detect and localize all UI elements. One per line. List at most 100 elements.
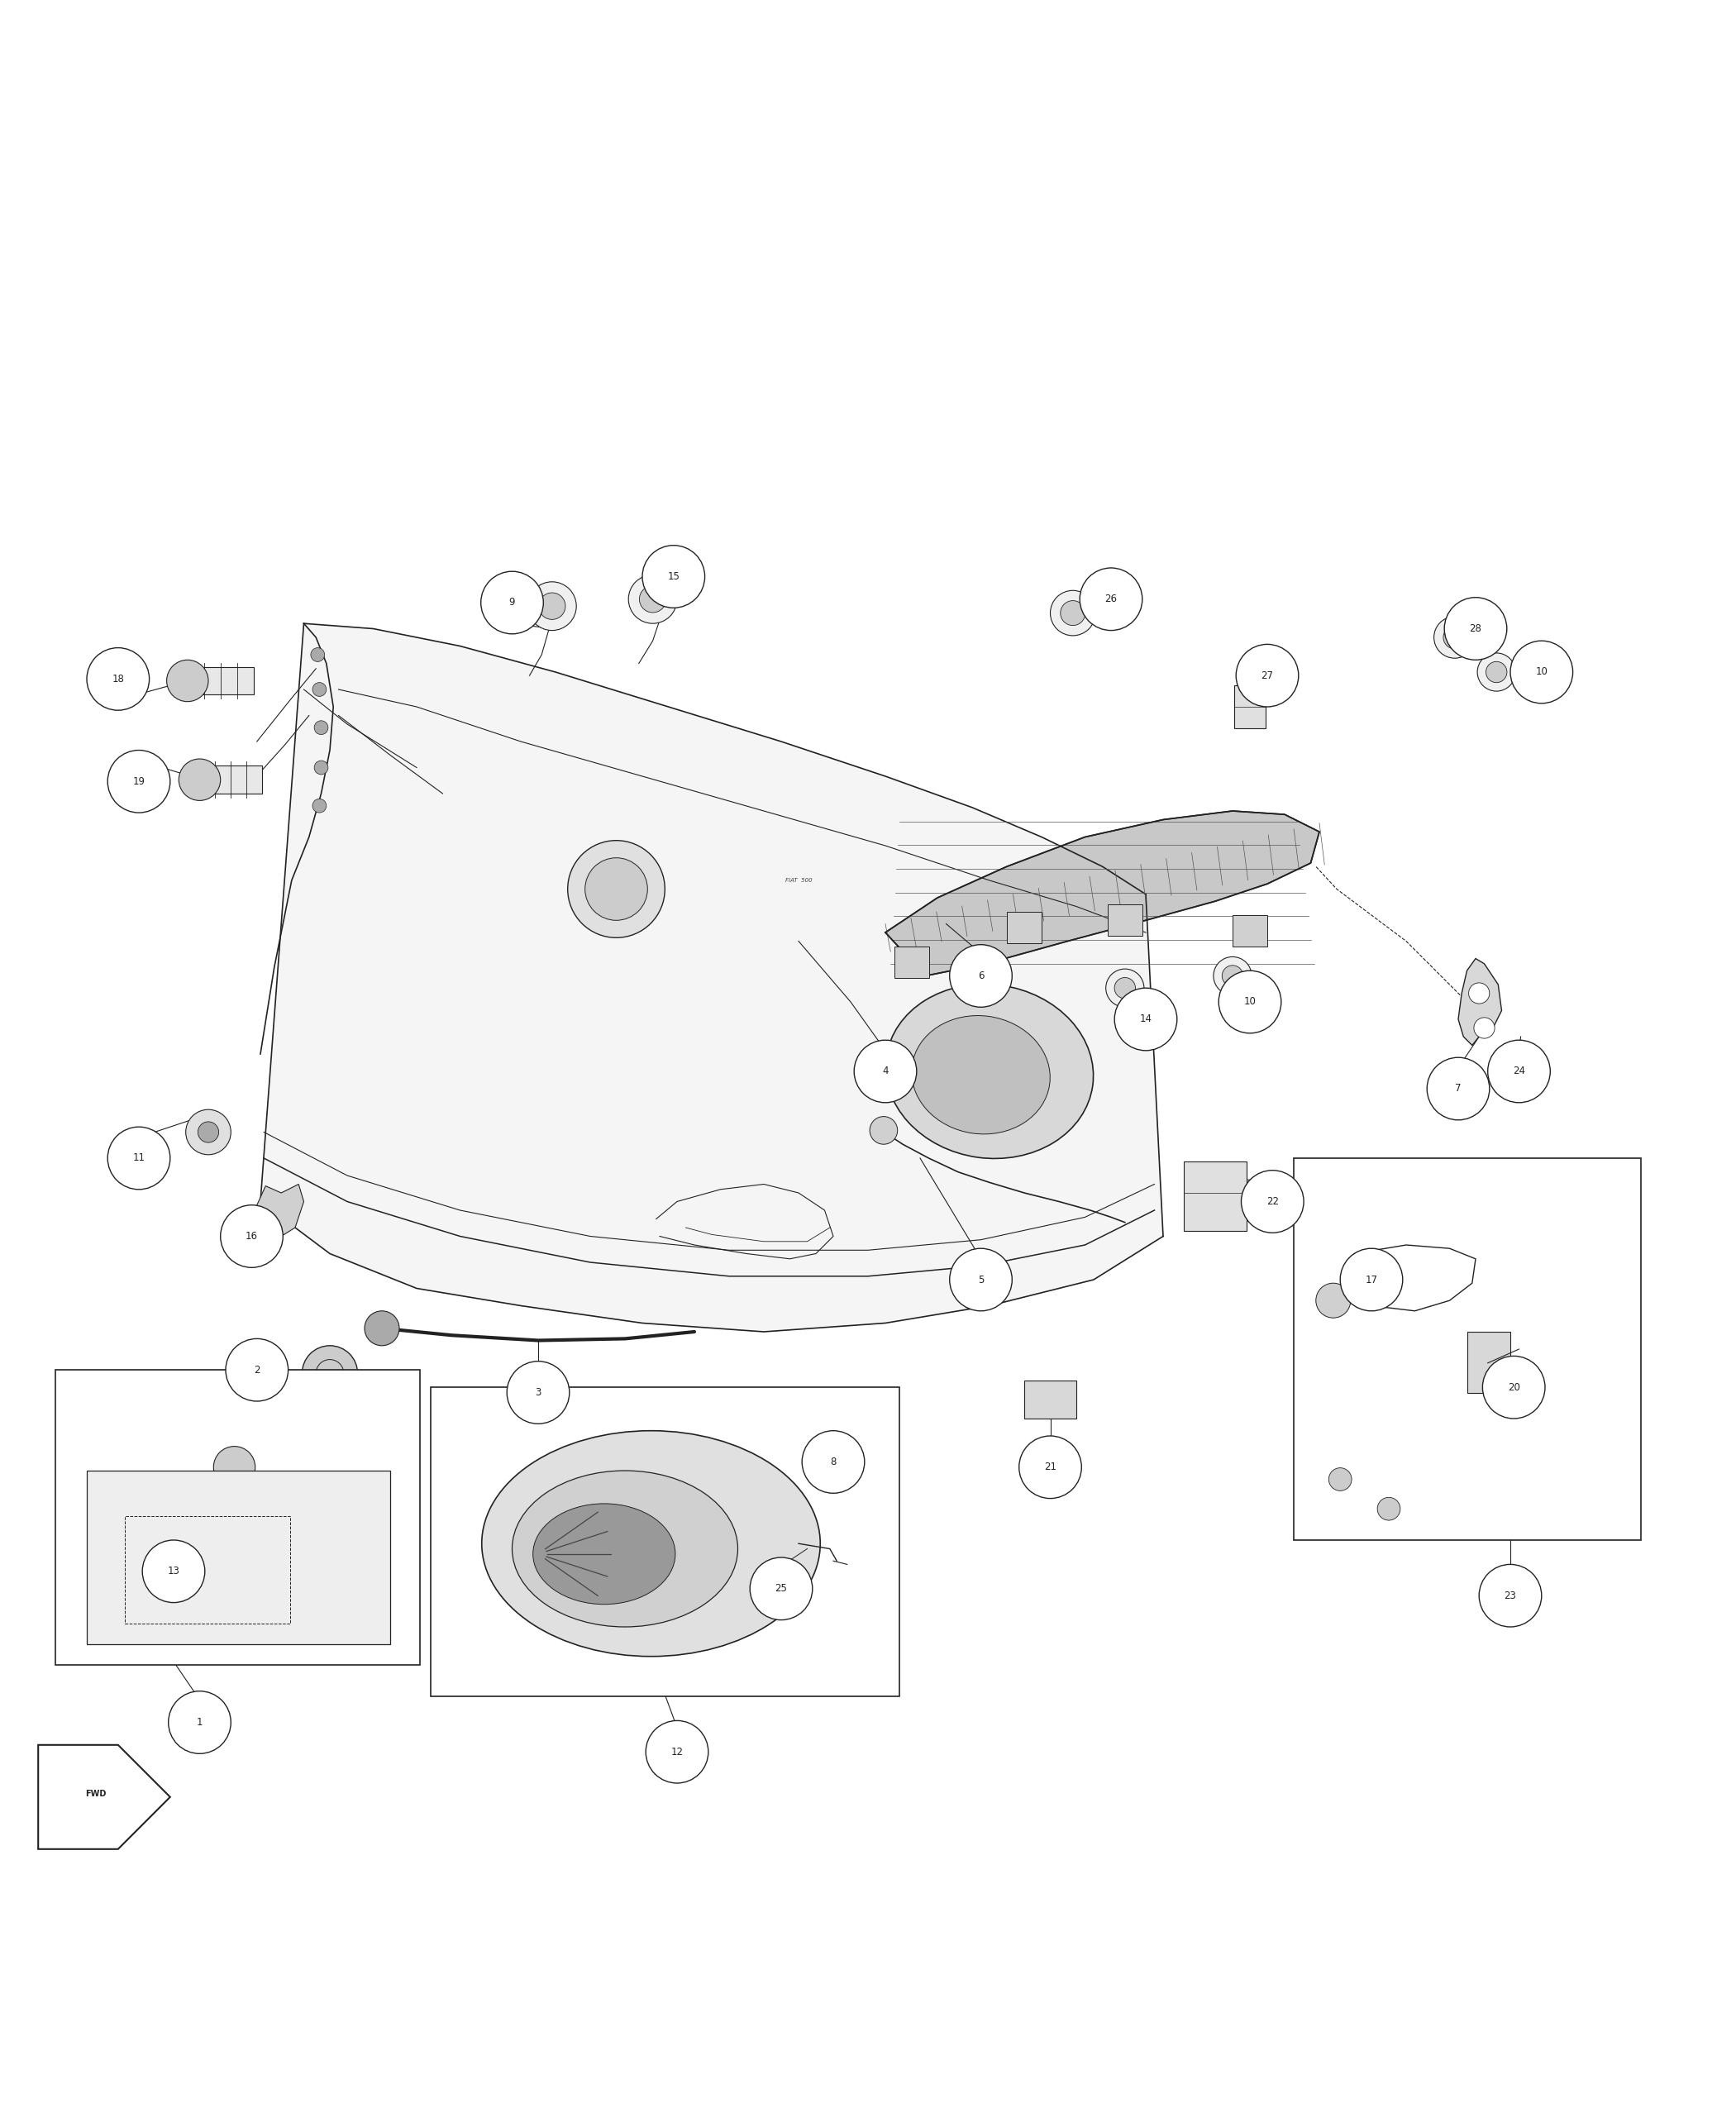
Bar — [1467, 1332, 1510, 1393]
Text: 4: 4 — [882, 1067, 889, 1077]
Circle shape — [950, 1248, 1012, 1311]
FancyBboxPatch shape — [431, 1387, 899, 1697]
Circle shape — [1115, 989, 1177, 1050]
Circle shape — [260, 1482, 278, 1501]
Bar — [894, 946, 929, 978]
Text: 9: 9 — [509, 597, 516, 607]
Circle shape — [302, 1345, 358, 1402]
Text: 20: 20 — [1507, 1383, 1521, 1393]
Circle shape — [854, 1039, 917, 1102]
Text: 2: 2 — [253, 1364, 260, 1374]
Circle shape — [92, 1473, 127, 1509]
FancyBboxPatch shape — [87, 1471, 391, 1644]
Circle shape — [1061, 601, 1085, 626]
Circle shape — [1483, 1355, 1545, 1419]
Text: 22: 22 — [1266, 1195, 1279, 1208]
Polygon shape — [187, 666, 253, 696]
Circle shape — [538, 592, 566, 620]
Circle shape — [1328, 1467, 1352, 1490]
Ellipse shape — [512, 1471, 738, 1627]
Circle shape — [314, 761, 328, 774]
Circle shape — [1219, 970, 1281, 1033]
Circle shape — [814, 1433, 845, 1465]
Bar — [1108, 904, 1142, 936]
Circle shape — [226, 1339, 288, 1402]
Text: FWD: FWD — [85, 1790, 106, 1798]
Circle shape — [168, 1691, 231, 1754]
Text: 12: 12 — [670, 1748, 684, 1758]
Text: 21: 21 — [1043, 1461, 1057, 1473]
Text: 18: 18 — [111, 675, 125, 685]
Circle shape — [802, 1423, 858, 1478]
Text: 3: 3 — [535, 1387, 542, 1398]
Circle shape — [1486, 662, 1507, 683]
Circle shape — [802, 1431, 865, 1492]
Circle shape — [1368, 1488, 1410, 1530]
Circle shape — [1106, 970, 1144, 1008]
Polygon shape — [257, 1185, 304, 1235]
Bar — [1234, 685, 1266, 729]
Circle shape — [1213, 957, 1252, 995]
Circle shape — [950, 944, 1012, 1008]
Circle shape — [1236, 645, 1299, 706]
Polygon shape — [1458, 959, 1502, 1046]
Circle shape — [1019, 1436, 1082, 1499]
Circle shape — [142, 1541, 205, 1602]
Circle shape — [481, 571, 543, 635]
Circle shape — [585, 858, 648, 921]
Circle shape — [214, 1446, 255, 1488]
Polygon shape — [885, 812, 1319, 976]
Circle shape — [1427, 1058, 1489, 1119]
Text: 15: 15 — [667, 571, 681, 582]
Circle shape — [101, 1617, 118, 1636]
Circle shape — [252, 1611, 286, 1644]
Circle shape — [101, 1482, 118, 1501]
Circle shape — [507, 1362, 569, 1423]
Circle shape — [87, 647, 149, 710]
Circle shape — [198, 1121, 219, 1143]
Text: 6: 6 — [977, 970, 984, 980]
Circle shape — [870, 1117, 898, 1145]
Text: 10: 10 — [1535, 666, 1549, 677]
Circle shape — [174, 1543, 208, 1579]
Text: 23: 23 — [1503, 1589, 1517, 1600]
Circle shape — [186, 1109, 231, 1155]
Circle shape — [108, 750, 170, 814]
Circle shape — [1469, 982, 1489, 1003]
Polygon shape — [38, 1745, 170, 1849]
Ellipse shape — [533, 1503, 675, 1604]
Circle shape — [252, 1473, 286, 1509]
Text: 25: 25 — [774, 1583, 788, 1594]
Circle shape — [181, 1551, 201, 1570]
Circle shape — [1115, 978, 1135, 999]
Circle shape — [639, 586, 667, 613]
Circle shape — [1316, 1284, 1351, 1318]
Ellipse shape — [483, 1431, 819, 1657]
Circle shape — [1340, 1248, 1403, 1311]
Circle shape — [167, 660, 208, 702]
Text: 8: 8 — [830, 1457, 837, 1467]
Circle shape — [1080, 567, 1142, 630]
Text: 5: 5 — [977, 1275, 984, 1286]
Bar — [1184, 1162, 1246, 1231]
Circle shape — [1377, 1497, 1401, 1520]
Bar — [1007, 911, 1042, 942]
Circle shape — [92, 1611, 127, 1644]
Circle shape — [260, 1617, 278, 1636]
FancyBboxPatch shape — [1293, 1157, 1641, 1541]
Text: 19: 19 — [132, 776, 146, 786]
Circle shape — [1444, 597, 1507, 660]
Text: 17: 17 — [1364, 1275, 1378, 1286]
Circle shape — [312, 799, 326, 814]
Circle shape — [1434, 616, 1476, 658]
Circle shape — [750, 1558, 812, 1619]
Text: 1: 1 — [196, 1718, 203, 1729]
Bar — [1024, 1381, 1076, 1419]
Text: 26: 26 — [1104, 594, 1118, 605]
Circle shape — [568, 841, 665, 938]
FancyBboxPatch shape — [56, 1370, 420, 1665]
Polygon shape — [220, 1467, 248, 1516]
Text: 14: 14 — [1139, 1014, 1153, 1024]
Circle shape — [1477, 653, 1516, 691]
Circle shape — [108, 1128, 170, 1189]
